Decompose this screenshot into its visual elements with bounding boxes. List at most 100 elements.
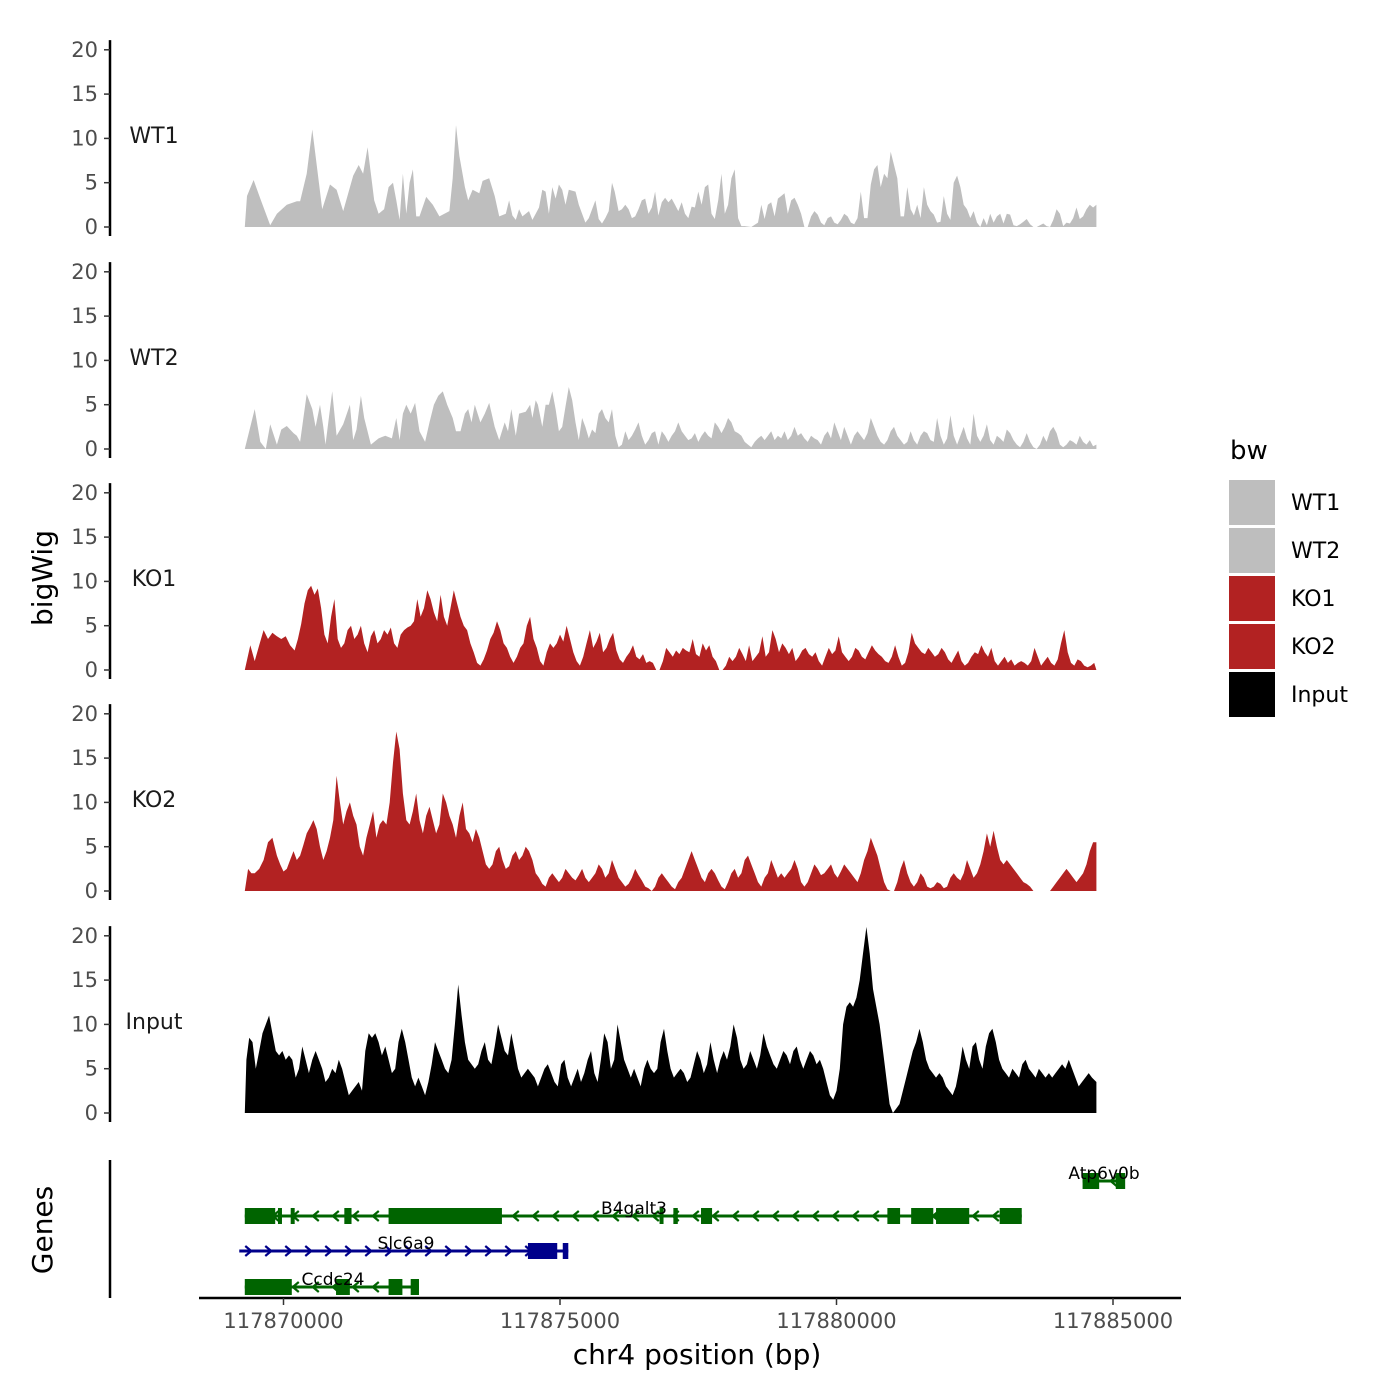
signal-area-ko1 xyxy=(244,585,1097,670)
exon xyxy=(388,1208,502,1224)
strand-arrow xyxy=(291,1281,300,1293)
exon xyxy=(911,1208,934,1224)
y-tick-label: 5 xyxy=(85,393,98,417)
exon xyxy=(244,1208,276,1224)
track-label-input: Input xyxy=(126,1010,183,1035)
strand-arrow xyxy=(771,1210,780,1222)
y-tick-label: 20 xyxy=(71,260,98,284)
track-ko1: 0 5 10 15 20 KO1 xyxy=(71,481,1097,682)
exon xyxy=(277,1208,282,1224)
y-tick-label: 20 xyxy=(71,702,98,726)
x-tick-label: 117875000 xyxy=(500,1309,620,1333)
signal-area-ko2 xyxy=(244,731,1097,891)
legend-title: bw xyxy=(1230,436,1268,466)
track-label-ko1: KO1 xyxy=(132,567,177,592)
strand-arrow xyxy=(871,1210,880,1222)
y-tick-label: 20 xyxy=(71,481,98,505)
x-tick-label: 117880000 xyxy=(776,1309,896,1333)
track-label-ko2: KO2 xyxy=(132,788,177,813)
y-tick-label: 10 xyxy=(71,790,98,814)
y-tick-label: 15 xyxy=(71,525,98,549)
strand-arrow xyxy=(511,1210,520,1222)
exon xyxy=(336,1279,350,1295)
exon xyxy=(388,1279,403,1295)
exon xyxy=(1082,1173,1100,1189)
track-wt1: 0 5 10 15 20 WT1 xyxy=(71,38,1097,239)
strand-arrow xyxy=(364,1245,373,1257)
x-tick-label: 117870000 xyxy=(223,1309,343,1333)
strand-arrow xyxy=(284,1245,293,1257)
strand-arrow xyxy=(324,1245,333,1257)
exon xyxy=(410,1279,419,1295)
y-axis-title: bigWig xyxy=(26,530,59,626)
strand-arrow xyxy=(691,1210,700,1222)
strand-arrow xyxy=(371,1281,380,1293)
strand-arrow xyxy=(244,1245,253,1257)
y-tick-label: 5 xyxy=(85,1057,98,1081)
legend-label-wt2: WT2 xyxy=(1291,539,1340,564)
strand-arrow xyxy=(851,1210,860,1222)
strand-arrow xyxy=(384,1245,393,1257)
strand-arrow xyxy=(811,1210,820,1222)
strand-arrow xyxy=(424,1245,433,1257)
legend: bw WT1 WT2 KO1 KO2 Input xyxy=(1229,436,1348,717)
strand-arrow xyxy=(264,1245,273,1257)
strand-arrow xyxy=(344,1245,353,1257)
strand-arrow xyxy=(571,1210,580,1222)
strand-arrow xyxy=(831,1210,840,1222)
strand-arrow xyxy=(504,1245,513,1257)
y-tick-label: 0 xyxy=(85,215,98,239)
strand-arrow xyxy=(1108,1175,1118,1187)
y-tick-label: 5 xyxy=(85,171,98,195)
y-tick-label: 0 xyxy=(85,879,98,903)
y-tick-label: 10 xyxy=(71,1012,98,1036)
exon xyxy=(673,1208,678,1224)
strand-arrow xyxy=(651,1210,660,1222)
legend-label-wt1: WT1 xyxy=(1291,491,1340,516)
strand-arrow xyxy=(404,1245,413,1257)
exon xyxy=(562,1243,569,1259)
gene-label: Slc6a9 xyxy=(378,1234,435,1254)
track-wt2: 0 5 10 15 20 WT2 xyxy=(71,260,1097,461)
y-tick-label: 5 xyxy=(85,835,98,859)
legend-label-input: Input xyxy=(1291,683,1348,708)
strand-arrow xyxy=(304,1245,313,1257)
strand-arrow xyxy=(751,1210,760,1222)
strand-arrow xyxy=(351,1210,360,1222)
strand-arrow xyxy=(331,1210,340,1222)
y-tick-label: 5 xyxy=(85,614,98,638)
exon xyxy=(999,1208,1022,1224)
strand-arrow xyxy=(731,1210,740,1222)
gene-label: Atp6v0b xyxy=(1068,1164,1139,1184)
exon xyxy=(701,1208,713,1224)
legend-label-ko1: KO1 xyxy=(1291,587,1336,612)
strand-arrow xyxy=(591,1210,600,1222)
bigwig-tracks: 0 5 10 15 20 WT1 0 5 10 15 20 WT2 0 5 10 15 20 KO1 0 5 10 15 2… xyxy=(71,38,1097,1125)
y-tick-label: 15 xyxy=(71,968,98,992)
strand-arrow xyxy=(371,1210,380,1222)
signal-area-input xyxy=(244,926,1097,1113)
strand-arrow xyxy=(311,1210,320,1222)
legend-label-ko2: KO2 xyxy=(1291,635,1336,660)
gene-label: B4galt3 xyxy=(601,1199,667,1219)
strand-arrow xyxy=(351,1281,360,1293)
y-tick-label: 0 xyxy=(85,437,98,461)
exon xyxy=(936,1208,970,1224)
y-tick-label: 15 xyxy=(71,304,98,328)
y-tick-label: 20 xyxy=(71,38,98,62)
x-tick-label: 117885000 xyxy=(1053,1309,1173,1333)
y-tick-label: 10 xyxy=(71,569,98,593)
gene-slc6a9: Slc6a9 xyxy=(239,1234,569,1259)
strand-arrow xyxy=(791,1210,800,1222)
track-ko2: 0 5 10 15 20 KO2 xyxy=(71,702,1097,903)
legend-key-ko1 xyxy=(1229,576,1275,621)
gene-panel: Atp6v0b B4galt3 Slc6a9 Ccdc24 xyxy=(108,1160,1140,1298)
x-axis-title: chr4 position (bp) xyxy=(573,1338,822,1371)
strand-arrow xyxy=(311,1281,320,1293)
legend-key-wt1 xyxy=(1229,480,1275,525)
y-tick-label: 0 xyxy=(85,658,98,682)
strand-arrow xyxy=(484,1245,493,1257)
exon xyxy=(659,1208,664,1224)
signal-area-wt1 xyxy=(244,125,1097,227)
